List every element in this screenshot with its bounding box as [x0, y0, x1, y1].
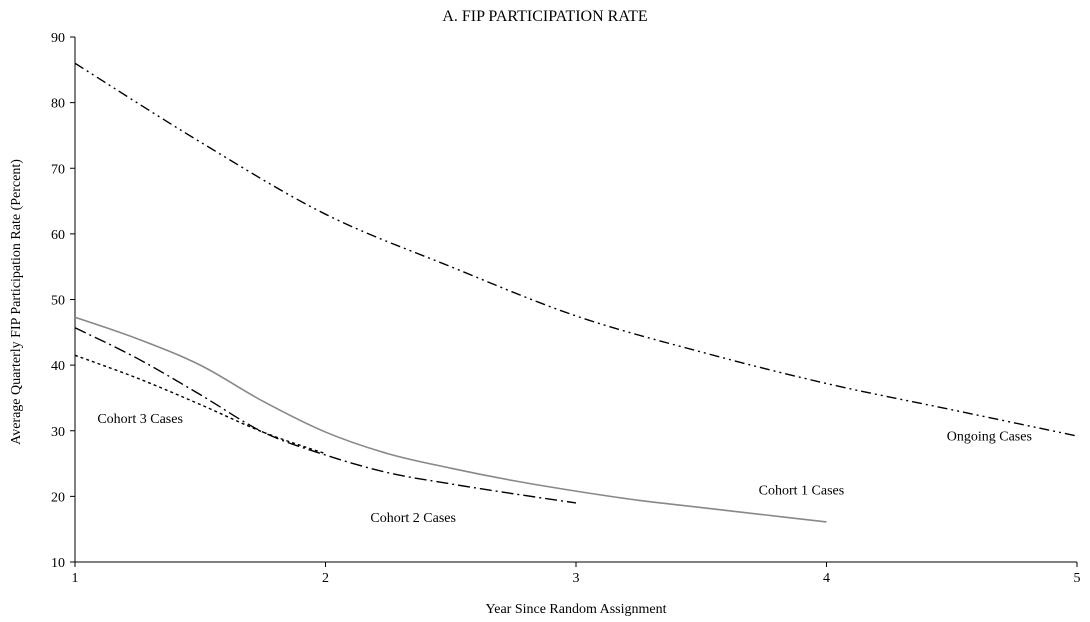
- series-annotation: Cohort 1 Cases: [759, 483, 845, 498]
- series-line-cohort-1-cases: [74, 316, 827, 523]
- y-tick-label: 40: [51, 359, 65, 374]
- y-axis-label: Average Quarterly FIP Participation Rate…: [9, 159, 24, 445]
- y-tick-label: 90: [51, 31, 65, 46]
- y-tick-label: 60: [51, 228, 65, 243]
- axes: 10 20 30 40 50 60 70 80 90 1 2 3 4 5: [51, 31, 1081, 586]
- y-tick-label: 10: [51, 556, 65, 571]
- y-tick-label: 80: [51, 97, 65, 112]
- y-tick-label: 70: [51, 162, 65, 177]
- annotation-layer: Ongoing Cases Cohort 1 Cases Cohort 2 Case…: [97, 412, 1032, 526]
- y-tick-label: 50: [51, 294, 65, 309]
- chart-title: A. FIP PARTICIPATION RATE: [442, 8, 647, 25]
- x-tick-label: 5: [1074, 571, 1081, 586]
- series-annotation: Cohort 3 Cases: [97, 412, 183, 427]
- y-tick-label: 20: [51, 490, 65, 505]
- series-line-ongoing-cases: [74, 62, 1078, 437]
- series-layer: [74, 62, 1078, 523]
- series-line-cohort-2-cases: [74, 327, 577, 504]
- y-tick-label: 30: [51, 425, 65, 440]
- x-tick-label: 3: [573, 571, 580, 586]
- series-line-cohort-3-cases: [74, 354, 326, 455]
- x-tick-label: 2: [322, 571, 329, 586]
- x-tick-label: 4: [823, 571, 830, 586]
- x-tick-label: 1: [72, 571, 79, 586]
- series-annotation: Ongoing Cases: [947, 430, 1032, 445]
- series-annotation: Cohort 2 Cases: [370, 511, 456, 526]
- x-axis-label: Year Since Random Assignment: [486, 602, 667, 617]
